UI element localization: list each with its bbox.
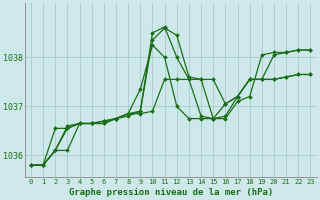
X-axis label: Graphe pression niveau de la mer (hPa): Graphe pression niveau de la mer (hPa) <box>68 188 273 197</box>
